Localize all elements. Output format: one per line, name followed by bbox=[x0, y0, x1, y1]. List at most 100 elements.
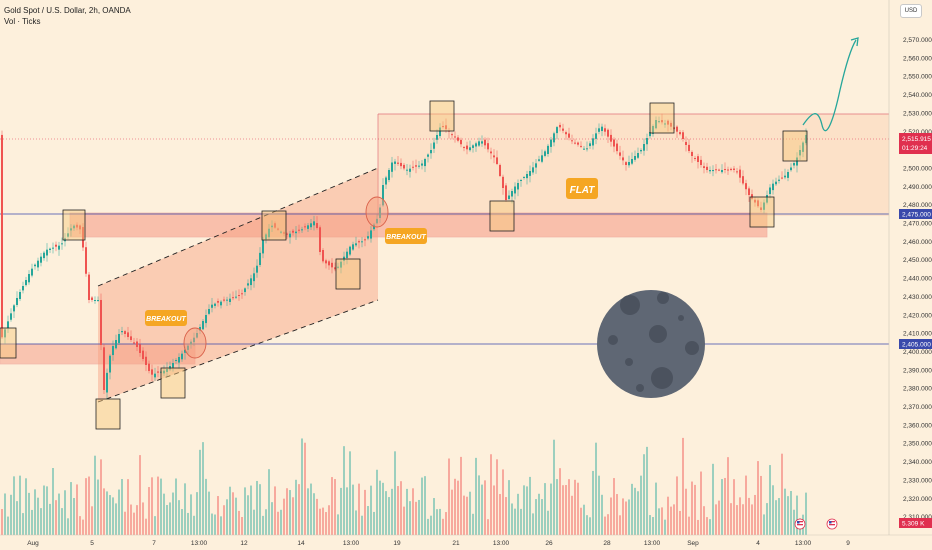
volume-bar bbox=[760, 475, 762, 535]
symbol-title[interactable]: Gold Spot / U.S. Dollar, 2h, OANDA bbox=[4, 6, 131, 15]
candle-body bbox=[184, 349, 186, 353]
volume-bar bbox=[778, 498, 780, 535]
chart-legend: Gold Spot / U.S. Dollar, 2h, OANDA Vol ·… bbox=[4, 5, 131, 27]
volume-bar bbox=[505, 497, 507, 535]
volume-bar bbox=[136, 505, 138, 535]
volume-bar bbox=[478, 475, 480, 535]
volume-bar bbox=[451, 489, 453, 535]
candle-body bbox=[610, 134, 612, 142]
candle-body bbox=[130, 336, 132, 340]
currency-button[interactable]: USD bbox=[900, 4, 922, 18]
volume-bar bbox=[373, 511, 375, 535]
candle-body bbox=[364, 239, 366, 241]
volume-bar bbox=[601, 494, 603, 535]
candle-body bbox=[94, 300, 96, 301]
volume-bar bbox=[412, 488, 414, 535]
volume-bar bbox=[484, 480, 486, 535]
volume-bar bbox=[457, 480, 459, 535]
candle-body bbox=[28, 274, 30, 283]
candle-body bbox=[538, 159, 540, 161]
volume-bar bbox=[763, 514, 765, 535]
volume-bar bbox=[607, 514, 609, 535]
svg-text:BREAKOUT: BREAKOUT bbox=[386, 234, 426, 241]
candle-body bbox=[292, 230, 294, 233]
candle-body bbox=[751, 194, 753, 199]
candle-body bbox=[478, 141, 480, 146]
volume-bar bbox=[64, 490, 66, 535]
us-flag-icon[interactable] bbox=[826, 518, 838, 530]
volume-bar bbox=[706, 517, 708, 535]
candle-body bbox=[574, 142, 576, 144]
volume-bar bbox=[61, 508, 63, 535]
candle-body bbox=[73, 225, 75, 229]
candle-body bbox=[727, 169, 729, 171]
candle-body bbox=[805, 135, 807, 144]
candle-body bbox=[355, 243, 357, 246]
volume-bar bbox=[160, 478, 162, 535]
candle-body bbox=[595, 133, 597, 139]
volume-bar bbox=[49, 503, 51, 535]
volume-bar bbox=[469, 491, 471, 535]
volume-bar bbox=[421, 477, 423, 535]
candle-body bbox=[793, 163, 795, 166]
candle-body bbox=[676, 126, 678, 132]
volume-bar bbox=[727, 457, 729, 535]
price-axis: 2,570.000 2,560.000 2,550.000 2,540.000 2,53… bbox=[903, 37, 932, 521]
price-axis-label: 2,460.000 bbox=[903, 239, 932, 246]
candle-body bbox=[499, 164, 501, 176]
candle-body bbox=[514, 186, 516, 194]
volume-bar bbox=[289, 490, 291, 535]
volume-bar bbox=[583, 504, 585, 535]
volume-bar bbox=[538, 493, 540, 535]
volume-bar bbox=[589, 517, 591, 535]
volume-bar bbox=[133, 512, 135, 535]
volume-bar bbox=[481, 484, 483, 535]
volume-bar bbox=[175, 478, 177, 535]
volume-bar bbox=[268, 469, 270, 535]
volume-bar bbox=[37, 497, 39, 535]
candle-body bbox=[784, 175, 786, 178]
price-axis-label: 2,310.000 bbox=[903, 514, 932, 521]
candle-body bbox=[550, 139, 552, 147]
candle-body bbox=[409, 168, 411, 172]
candle-body bbox=[154, 373, 156, 378]
marker-box bbox=[95, 398, 121, 430]
candle-body bbox=[55, 244, 57, 247]
candle-body bbox=[151, 369, 153, 375]
volume-bar bbox=[25, 478, 27, 535]
candle-body bbox=[460, 139, 462, 145]
us-flag-icon[interactable] bbox=[794, 518, 806, 530]
time-axis-label: 14 bbox=[297, 540, 305, 547]
candle-body bbox=[622, 157, 624, 161]
volume-bar bbox=[163, 493, 165, 535]
candle-body bbox=[319, 227, 321, 252]
candle-body bbox=[757, 200, 759, 207]
svg-text:5.309 K: 5.309 K bbox=[902, 521, 925, 528]
candle-body bbox=[124, 331, 126, 334]
candle-body bbox=[445, 125, 447, 130]
volume-bar bbox=[205, 478, 207, 535]
candle-body bbox=[472, 145, 474, 148]
volume-bar bbox=[334, 479, 336, 535]
candle-body bbox=[745, 183, 747, 190]
volume-bar bbox=[640, 475, 642, 535]
candle-body bbox=[487, 143, 489, 150]
volume-bar bbox=[151, 477, 153, 535]
candle-body bbox=[646, 138, 648, 145]
volume-bar bbox=[349, 451, 351, 535]
candle-body bbox=[97, 300, 99, 301]
candle-body bbox=[508, 195, 510, 200]
volume-bar bbox=[112, 497, 114, 535]
candle-body bbox=[778, 179, 780, 181]
candle-body bbox=[352, 244, 354, 250]
volume-bar bbox=[673, 504, 675, 535]
candle-body bbox=[10, 313, 12, 320]
candle-body bbox=[502, 176, 504, 188]
volume-bar bbox=[316, 498, 318, 535]
support-level-tag: 2,475.000 bbox=[899, 209, 932, 219]
candle-body bbox=[331, 262, 333, 268]
volume-indicator-label[interactable]: Vol · Ticks bbox=[4, 17, 41, 26]
svg-text:FLAT: FLAT bbox=[570, 185, 596, 196]
candle-body bbox=[571, 140, 573, 142]
